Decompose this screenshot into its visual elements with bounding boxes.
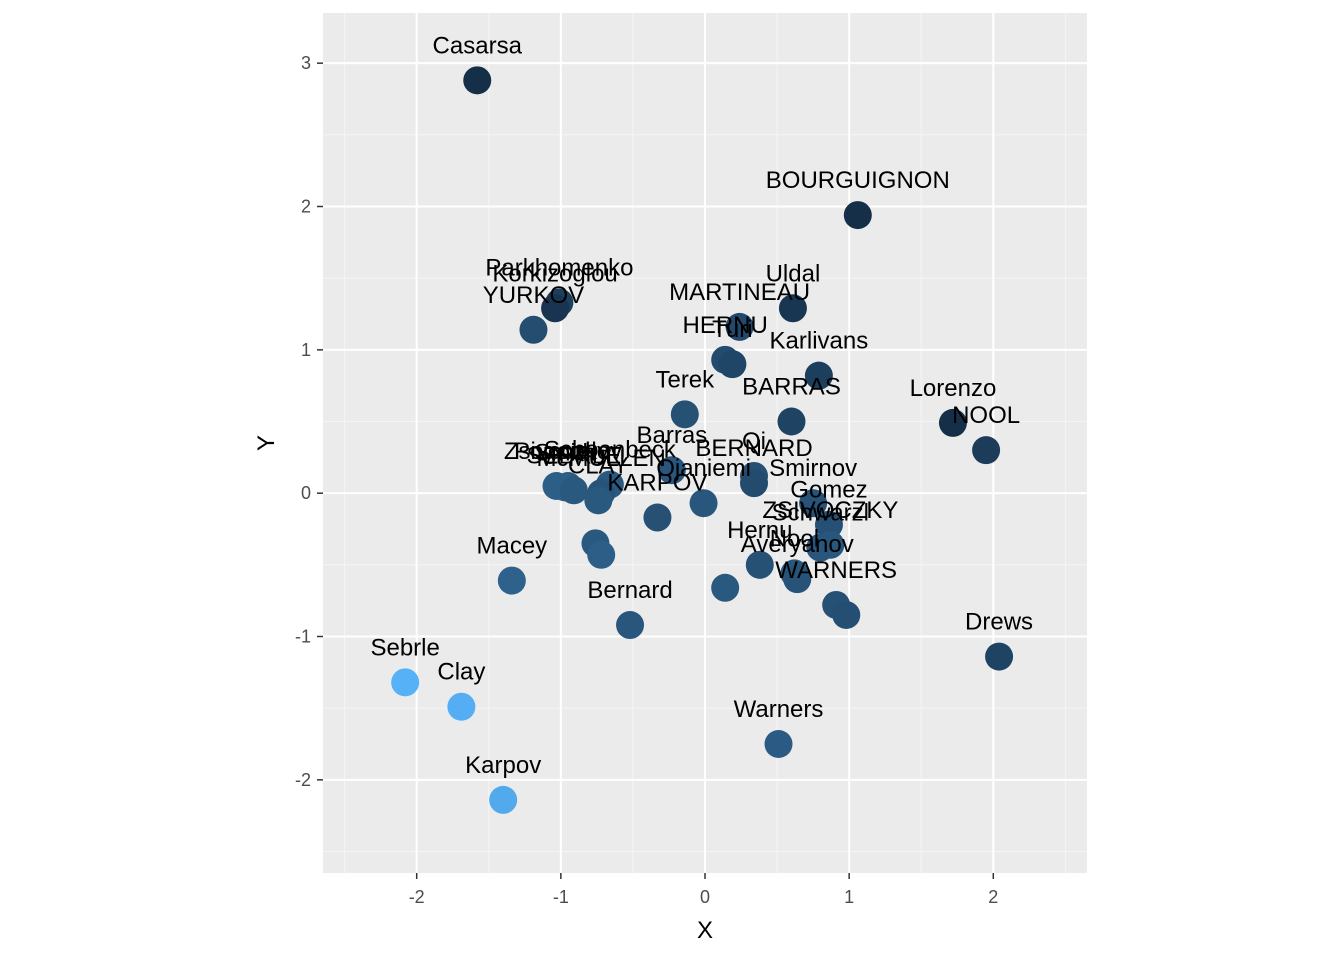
point-label: Zsivoczky [504,438,609,465]
data-point [745,550,774,579]
data-point [497,566,526,595]
point-label: Averyanov [741,531,854,558]
point-label: BOURGUIGNON [766,167,950,194]
data-point [689,489,718,518]
point-label: Smith [534,439,595,466]
point-label: Terek [655,366,715,393]
data-point [616,611,645,640]
data-point [718,350,747,379]
data-point [657,456,686,485]
point-label: Hernu [727,517,792,544]
data-point [985,642,1014,671]
y-tick-label: -1 [295,627,311,647]
data-point [740,469,769,498]
point-label: Clay [437,659,485,686]
data-point [799,489,828,518]
y-tick-label: 1 [301,340,311,360]
point-label: Bernard [587,577,672,604]
x-tick-label: -1 [553,887,569,907]
point-label: YURKOV [483,282,584,309]
point-label: NOOL [952,402,1020,429]
data-point [670,400,699,429]
data-point [778,294,807,323]
point-label: Sebrle [370,634,439,661]
y-tick-label: 3 [301,53,311,73]
point-label: Uldal [766,260,821,287]
x-tick-label: 2 [988,887,998,907]
data-point [843,201,872,230]
point-label: Smirnov [769,455,857,482]
x-axis-title: X [697,917,713,944]
data-point [814,510,843,539]
data-point [391,668,420,697]
point-label: Karpov [465,752,541,779]
point-label: MARTINEAU [669,279,810,306]
point-label: BERNARD [695,435,812,462]
y-tick-label: 2 [301,197,311,217]
data-point [643,503,672,532]
data-point [783,565,812,594]
data-point [541,294,570,323]
point-label: McMULLEN [537,445,666,472]
x-axis: -2 -1 0 1 2 [409,873,998,907]
data-point [725,312,754,341]
point-label: HERNU [683,312,768,339]
data-point [463,66,492,95]
y-tick-label: 0 [301,483,311,503]
y-axis-title: Y [253,435,280,451]
point-label: Ojaniemi [656,455,751,482]
data-point [777,407,806,436]
x-tick-label: 0 [700,887,710,907]
data-point [584,486,613,515]
data-point [764,730,793,758]
data-point [938,408,967,437]
data-point [806,533,835,562]
point-label: ZSIVOCZKY [762,497,898,524]
point-label: Drews [965,609,1033,636]
data-point [804,361,833,390]
data-point [972,436,1001,465]
data-point [519,315,548,344]
major-gridlines [323,13,1087,873]
point-label: Gomez [790,477,867,504]
point-label: Lorenzo [910,375,997,402]
data-point [832,601,861,629]
point-label: Schwarzl [772,500,869,527]
y-tick-label: -2 [295,770,311,790]
data-point [587,540,616,569]
point-label: Turi [712,316,752,343]
point-label: Parkhomenko [485,255,633,282]
point-label: Qi [742,428,766,455]
data-point [447,692,476,721]
data-point [711,573,740,602]
point-label: SEBRLE [526,442,621,469]
point-label: Nool [770,525,819,552]
point-label: Barras [637,422,708,449]
point-label: Macey [476,533,547,560]
point-label: KARPOV [607,470,707,497]
y-axis: -2 -1 0 1 2 3 [295,53,323,790]
point-label: CLAY [568,452,629,479]
data-point [489,785,518,814]
point-labels: Casarsa BOURGUIGNON ParkhomenkoKorkizoglou… [370,32,1033,779]
data-point [559,476,588,505]
point-label: Schoenbeck [544,437,677,464]
x-tick-label: -2 [409,887,425,907]
point-label: Karlivans [770,328,869,355]
x-tick-label: 1 [844,887,854,907]
point-label: Casarsa [433,32,523,59]
point-label: WARNERS [775,557,897,584]
point-label: BARRAS [742,374,841,401]
point-label: Korkizoglou [492,260,617,287]
point-label: Warners [734,696,824,723]
data-points [391,66,1014,814]
point-label: Pogorelov [514,438,622,465]
